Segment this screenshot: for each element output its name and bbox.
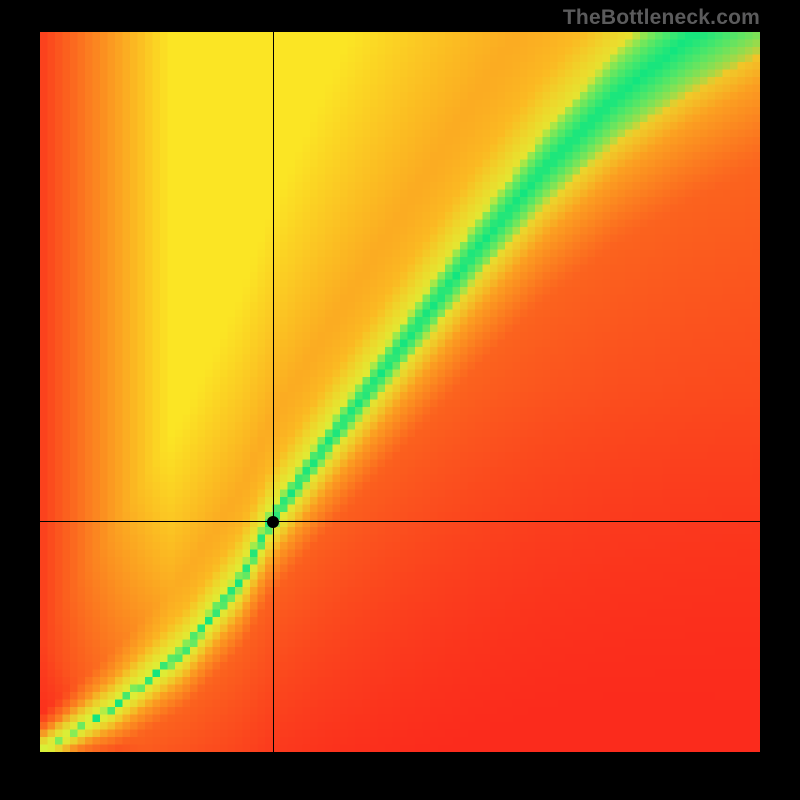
bottleneck-heatmap xyxy=(40,32,760,752)
crosshair-horizontal xyxy=(40,521,760,522)
chart-frame: TheBottleneck.com xyxy=(0,0,800,800)
crosshair-vertical xyxy=(273,32,274,752)
selected-point-marker xyxy=(267,516,279,528)
watermark-text: TheBottleneck.com xyxy=(563,6,760,30)
